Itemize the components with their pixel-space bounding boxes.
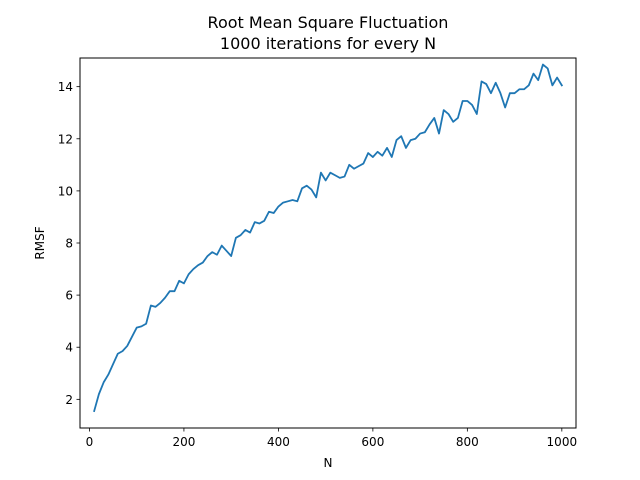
x-tick-label: 400 — [267, 435, 290, 449]
chart-subtitle: 1000 iterations for every N — [220, 34, 436, 53]
plot-area-frame — [79, 57, 577, 429]
x-tick-label: 1000 — [547, 435, 578, 449]
y-axis-ticks: 2 4 6 8 10 12 14 — [58, 80, 80, 407]
rmsf-series-line — [93, 63, 564, 413]
y-axis-label: RMSF — [33, 226, 47, 259]
y-tick-label: 8 — [65, 237, 73, 251]
x-axis-label: N — [324, 456, 333, 470]
y-tick-label: 12 — [58, 132, 73, 146]
y-tick-label: 10 — [58, 184, 73, 198]
x-tick-label: 200 — [172, 435, 195, 449]
y-tick-label: 6 — [65, 289, 73, 303]
x-tick-label: 0 — [86, 435, 94, 449]
x-tick-label: 600 — [361, 435, 384, 449]
chart-title: Root Mean Square Fluctuation — [208, 13, 449, 32]
y-tick-label: 4 — [65, 341, 73, 355]
x-axis-ticks: 0 200 400 600 800 1000 — [86, 428, 577, 449]
y-tick-label: 2 — [65, 393, 73, 407]
x-tick-label: 800 — [456, 435, 479, 449]
y-tick-label: 14 — [58, 80, 73, 94]
